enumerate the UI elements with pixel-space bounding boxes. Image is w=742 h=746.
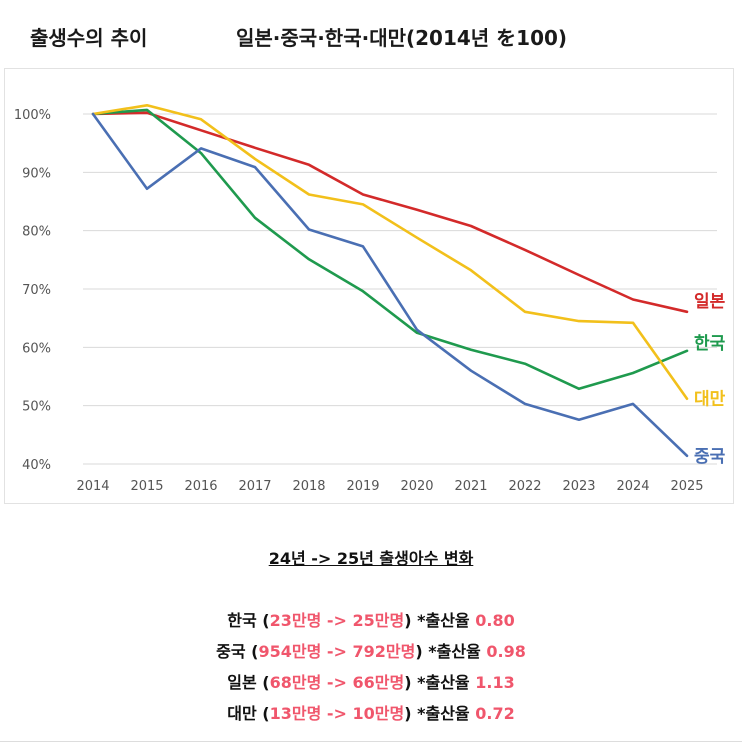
series-line-일본 [91,111,689,314]
x-tick-label: 2025 [670,479,703,494]
summary-caption: 24년 -> 25년 출생아수 변화 [268,549,474,568]
birth-change: 13만명 -> 10만명 [269,704,405,723]
country-name: 한국 [227,611,257,630]
fertility-rate: 1.13 [475,673,515,692]
x-tick-label: 2017 [238,479,271,494]
series-line-대만 [91,103,689,401]
fertility-rate: 0.72 [475,704,515,723]
y-tick-label: 60% [22,341,51,356]
chart-title: 출생수의 추이 [30,26,148,50]
country-name: 대만 [227,704,257,723]
summary-row-japan: 일본 (68만명 -> 66만명) *출산율 1.13 [227,673,515,692]
country-name: 중국 [216,642,246,661]
x-tick-label: 2018 [292,479,325,494]
x-tick-label: 2023 [562,479,595,494]
x-tick-label: 2020 [400,479,433,494]
fertility-label: *출산율 [417,611,470,630]
fertility-label: *출산율 [428,642,481,661]
line-chart: 100% 90% 80% 70% 60% 50% 40% 2014 2015 2016 2017 20… [14,103,726,494]
summary-list: 한국 (23만명 -> 25만명) *출산율 0.80 중국 (954만명 ->… [0,605,742,729]
y-tick-label: 40% [22,458,51,473]
x-tick-label: 2015 [130,479,163,494]
y-tick-label: 70% [22,283,51,298]
x-tick-label: 2016 [184,479,217,494]
x-tick-label: 2022 [508,479,541,494]
summary-row-china: 중국 (954만명 -> 792만명) *출산율 0.98 [216,642,526,661]
y-tick-label: 80% [22,225,51,240]
x-tick-label: 2019 [346,479,379,494]
series-line-중국 [91,112,689,458]
y-tick-label: 50% [22,400,51,415]
bottom-divider [0,741,742,742]
birth-change: 23만명 -> 25만명 [269,611,405,630]
chart-frame: 100% 90% 80% 70% 60% 50% 40% 2014 2015 2016 2017 20… [4,68,734,504]
fertility-rate: 0.80 [475,611,515,630]
x-tick-label: 2024 [616,479,649,494]
birth-change: 68만명 -> 66만명 [269,673,405,692]
x-tick-label: 2014 [76,479,109,494]
summary-row-korea: 한국 (23만명 -> 25만명) *출산율 0.80 [227,611,515,630]
birth-change: 954만명 -> 792만명 [258,642,416,661]
series-label: 일본 [694,292,726,312]
y-tick-label: 90% [22,166,51,181]
summary-row-taiwan: 대만 (13만명 -> 10만명) *출산율 0.72 [227,704,515,723]
chart-subtitle: 일본·중국·한국·대만(2014년 を100) [236,26,568,50]
series-line-한국 [91,108,689,391]
fertility-label: *출산율 [417,704,470,723]
x-tick-label: 2021 [454,479,487,494]
y-tick-label: 100% [14,108,51,123]
series-label: 한국 [694,334,726,354]
country-name: 일본 [227,673,257,692]
series-label: 중국 [694,447,726,467]
series-label: 대만 [694,390,726,410]
fertility-rate: 0.98 [486,642,526,661]
fertility-label: *출산율 [417,673,470,692]
